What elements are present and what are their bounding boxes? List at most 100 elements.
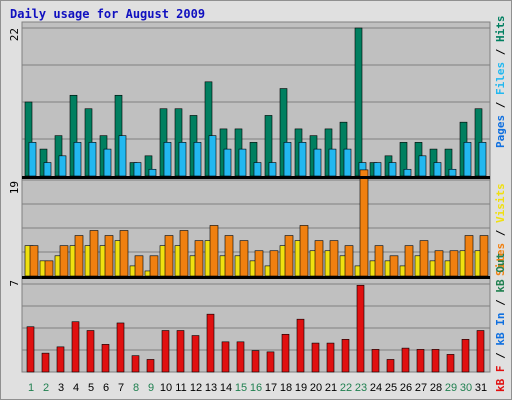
day-label: 11 (175, 382, 186, 394)
panel-separator (22, 276, 490, 279)
bar-kb-in (236, 341, 245, 373)
legend-hits: Hits (494, 16, 507, 43)
bar-sites (29, 245, 39, 277)
bar-sites (269, 250, 279, 277)
legend-pages: Pages (494, 115, 507, 148)
bar-kb-in (131, 355, 140, 373)
bar-kb-in (326, 342, 335, 373)
bar-kb-in (281, 333, 290, 373)
legend-visits: Visits (494, 183, 507, 223)
day-label: 9 (148, 382, 154, 394)
bar-kb-in (461, 339, 470, 373)
day-label: 23 (355, 382, 367, 394)
bar-files (313, 148, 322, 177)
day-label: 19 (295, 382, 307, 394)
bar-kb-in (146, 359, 155, 373)
day-label: 31 (475, 382, 487, 394)
day-label: 20 (310, 382, 322, 394)
legend-sep: / (494, 42, 507, 62)
day-label: 15 (235, 382, 247, 394)
bar-kb-in (176, 330, 185, 373)
day-label: 29 (445, 382, 457, 394)
bar-sites (479, 235, 489, 277)
day-label: 10 (160, 382, 172, 394)
bar-files (28, 142, 37, 177)
top-legend: Pages / Files / Hits (494, 16, 507, 149)
legend-sep: / (494, 293, 507, 313)
bar-files (103, 148, 112, 177)
bar-sites (179, 230, 189, 277)
bar-kb-in (161, 330, 170, 373)
day-label: 13 (205, 382, 217, 394)
day-label: 7 (118, 382, 124, 394)
day-label: 2 (43, 382, 49, 394)
bot-axis-max: 7 (8, 280, 21, 287)
bar-files (373, 162, 382, 177)
bar-sites (299, 225, 309, 277)
bar-kb-in (386, 359, 395, 373)
legend-sep: / (494, 223, 507, 243)
day-label: 26 (400, 382, 412, 394)
day-label: 28 (430, 382, 442, 394)
bar-sites (104, 235, 114, 277)
day-label: 12 (190, 382, 202, 394)
day-label: 24 (370, 382, 382, 394)
bar-files (298, 142, 307, 177)
bar-kb-in (476, 330, 485, 373)
bar-sites (164, 235, 174, 277)
bar-files (73, 142, 82, 177)
bar-sites (374, 245, 384, 277)
bar-sites (284, 235, 294, 277)
bar-sites (344, 245, 354, 277)
bar-sites (404, 245, 414, 277)
bar-sites (389, 255, 399, 277)
day-label: 1 (28, 382, 34, 394)
bar-sites (464, 235, 474, 277)
bar-kb-in (71, 321, 80, 373)
bar-files (328, 148, 337, 177)
bar-files (43, 162, 52, 177)
legend-files: Files (494, 62, 507, 95)
bar-kb-in (206, 313, 215, 373)
bar-sites (134, 255, 144, 277)
panel-separators (22, 176, 490, 279)
chart-title: Daily usage for August 2009 (10, 7, 205, 21)
day-label: 22 (340, 382, 352, 394)
legend-kbin: kB In (494, 313, 507, 346)
bar-kb-in (26, 326, 35, 373)
bar-files (253, 162, 262, 177)
legend-kbf: kB F (494, 366, 507, 393)
bar-files (448, 168, 457, 177)
bar-files (343, 148, 352, 177)
top-axis-max: 22 (8, 28, 21, 41)
bar-kb-in (371, 349, 380, 373)
bar-files (478, 142, 487, 177)
bar-files (163, 142, 172, 177)
bar-kb-in (266, 351, 275, 373)
bar-kb-in (191, 335, 200, 373)
bar-files (433, 162, 442, 177)
bar-kb-in (341, 339, 350, 373)
bar-sites (194, 240, 204, 277)
bar-files (403, 168, 412, 177)
bar-kb-in (356, 284, 365, 373)
bar-sites (359, 169, 369, 277)
bar-kb-in (311, 342, 320, 373)
bar-sites (44, 260, 54, 277)
bot-legend: kB F / kB In / kB Out (494, 253, 507, 392)
bar-files (133, 162, 142, 177)
bar-kb-in (86, 330, 95, 373)
bar-kb-in (41, 352, 50, 373)
bar-files (223, 148, 232, 177)
bar-sites (239, 240, 249, 277)
bar-sites (59, 245, 69, 277)
bar-files (208, 135, 217, 177)
bar-files (388, 162, 397, 177)
day-label: 4 (73, 382, 79, 394)
bar-files (193, 142, 202, 177)
bar-sites (434, 250, 444, 277)
bar-files (88, 142, 97, 177)
bar-kb-in (221, 341, 230, 373)
day-label: 21 (325, 382, 337, 394)
